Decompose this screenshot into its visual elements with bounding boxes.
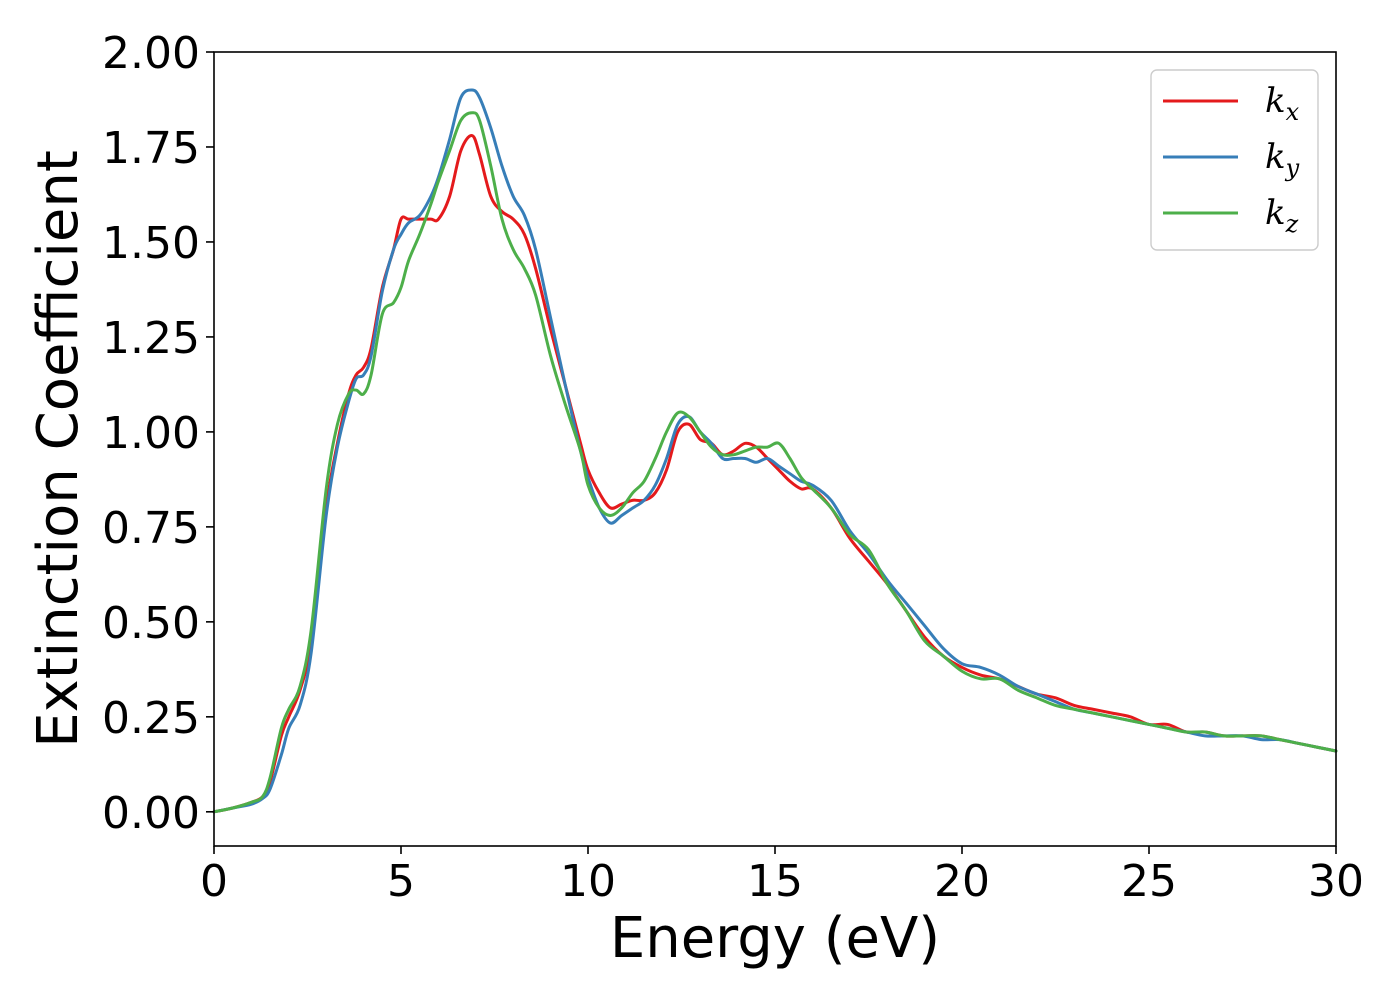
x-tick-label: 30	[1308, 856, 1364, 907]
x-axis-ticks: 0 5 10 15 20 25 30	[200, 846, 1364, 907]
y-tick-label: 1.50	[102, 218, 200, 269]
x-tick-label: 20	[934, 856, 990, 907]
y-tick-label: 0.50	[102, 598, 200, 649]
x-tick-label: 25	[1121, 856, 1177, 907]
y-tick-label: 0.25	[102, 693, 200, 744]
legend-label-k-z: kz	[1265, 193, 1299, 238]
x-tick-label: 15	[747, 856, 803, 907]
y-axis-title: Extinction Coefficient	[26, 150, 91, 748]
series-line-k-x	[212, 134, 1338, 814]
x-tick-label: 5	[387, 856, 415, 907]
legend-label-k-y: ky	[1265, 137, 1300, 182]
series-layer	[212, 88, 1338, 814]
y-tick-label: 0.00	[102, 788, 200, 839]
legend: kx ky kz	[1150, 69, 1319, 251]
x-tick-label: 10	[560, 856, 616, 907]
x-axis-title: Energy (eV)	[610, 906, 940, 971]
legend-items: kx ky kz	[1163, 81, 1300, 238]
y-tick-label: 1.00	[102, 408, 200, 459]
y-tick-label: 0.75	[102, 503, 200, 554]
y-tick-label: 2.00	[102, 28, 200, 79]
legend-label-k-x: kx	[1265, 81, 1300, 126]
y-axis-ticks: 0.00 0.25 0.50 0.75 1.00 1.25 1.50 1.75 2.00	[102, 28, 214, 839]
y-tick-label: 1.75	[102, 123, 200, 174]
x-tick-label: 0	[200, 856, 228, 907]
legend-box	[1150, 69, 1319, 251]
y-tick-label: 1.25	[102, 313, 200, 364]
series-line-k-z	[212, 111, 1338, 814]
